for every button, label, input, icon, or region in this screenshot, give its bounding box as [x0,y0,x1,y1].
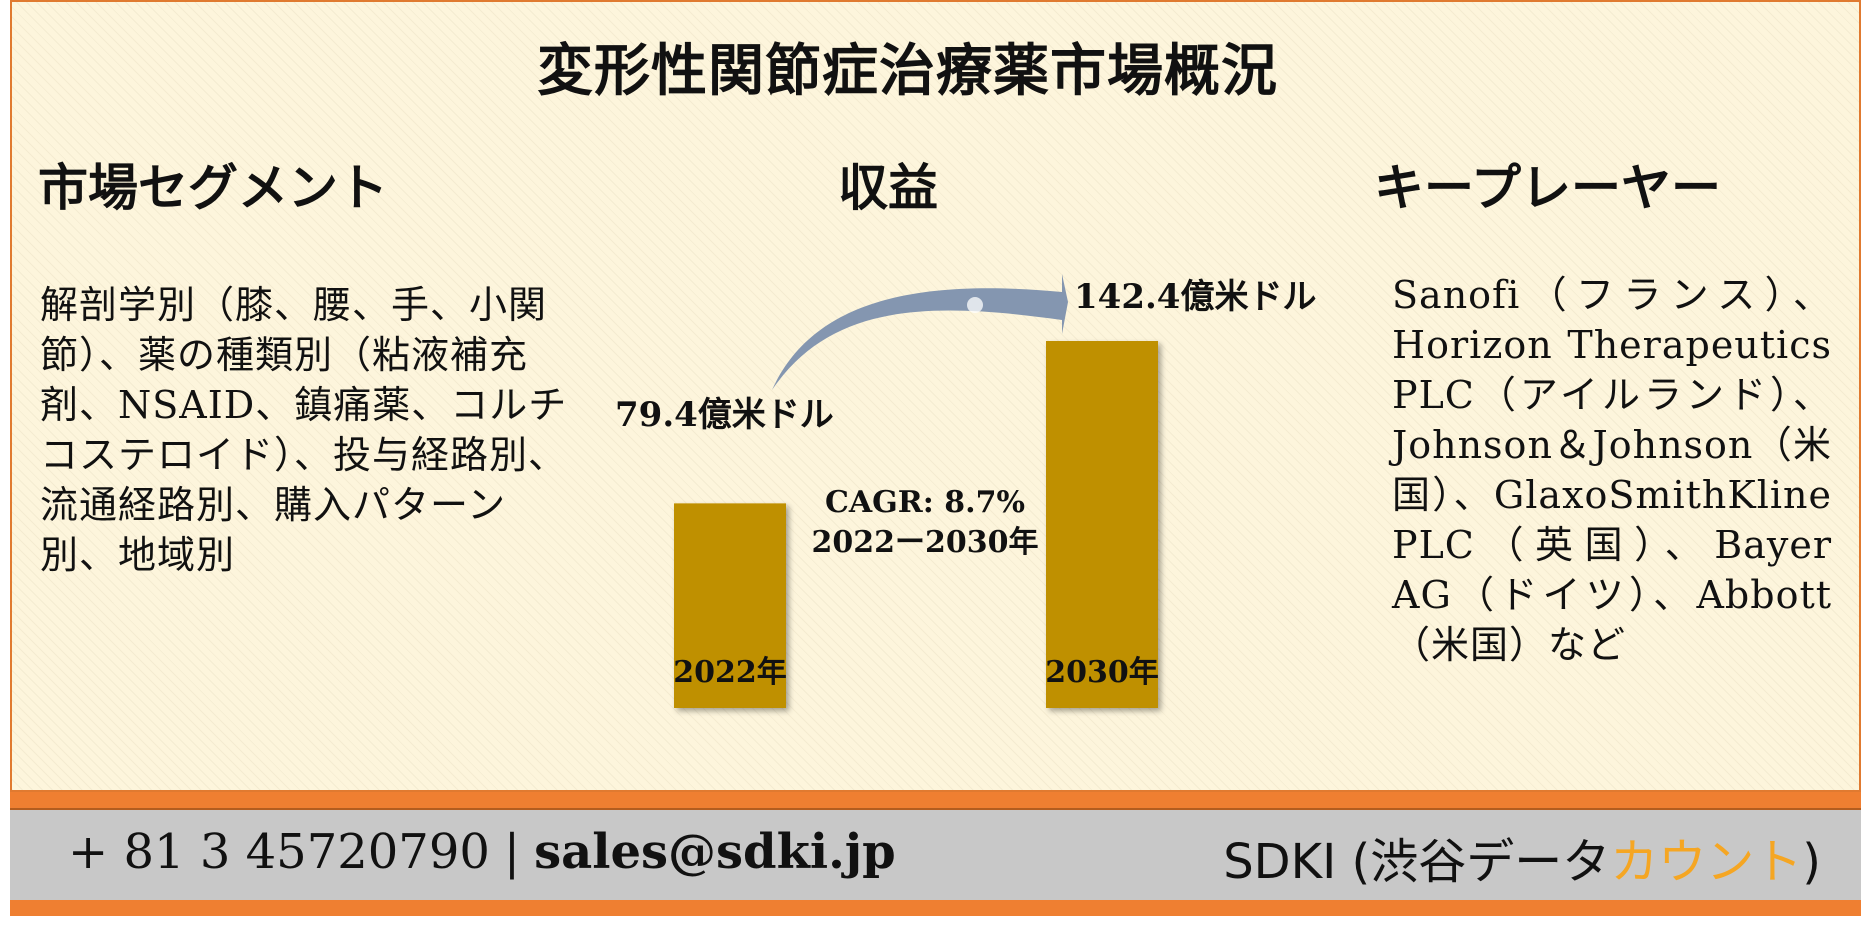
category-label: 2030年 [1045,655,1159,690]
segments-heading: 市場セグメント [38,158,388,217]
brand-accent: カウント [1610,834,1803,890]
value-label: 79.4億米ドル [615,395,834,435]
revenue-heading: 収益 [838,158,938,217]
players-heading: キープレーヤー [1374,158,1721,217]
category-label: 2022年 [673,655,787,690]
brand-logo: SDKI (渋谷データカウント) [1223,822,1821,892]
footer-bottom-band [10,900,1861,916]
growth-arrow [772,274,1068,390]
bar-2030年 [1046,341,1158,708]
contact-info: + 81 3 45720790 | sales@sdki.jp [68,824,896,880]
arrow-highlight [967,297,983,313]
contact-separator: | [503,824,521,880]
footer-top-band [10,792,1861,808]
bar-2022年 [674,503,786,708]
email-link[interactable]: sales@sdki.jp [534,824,896,880]
period-label: 2022ー2030年 [812,525,1039,560]
value-label: 142.4億米ドル [1074,277,1316,317]
brand-close: ) [1802,834,1821,890]
infographic-card: 変形性関節症治療薬市場概況 市場セグメント 収益 キープレーヤー 解剖学別（膝、… [10,0,1861,792]
revenue-chart: 2022年 2030年 79.4億米ドル 142.4億米ドル CAGR: 8.7% 202… [615,274,1316,708]
page-title: 変形性関節症治療薬市場概況 [537,38,1278,104]
phone-number[interactable]: + 81 3 45720790 [68,824,490,880]
cagr-label: CAGR: 8.7% [825,485,1025,520]
brand-main: SDKI (渋谷データ [1223,834,1611,890]
players-text: Sanofi（フランス）、Horizon Therapeutics PLC（アイ… [1392,273,1832,667]
footer: + 81 3 45720790 | sales@sdki.jp SDKI (渋谷デー… [10,808,1861,900]
segments-text: 解剖学別（膝、腰、手、小関節）、薬の種類別（粘液補充剤、NSAID、鎮痛薬、コル… [40,283,568,577]
